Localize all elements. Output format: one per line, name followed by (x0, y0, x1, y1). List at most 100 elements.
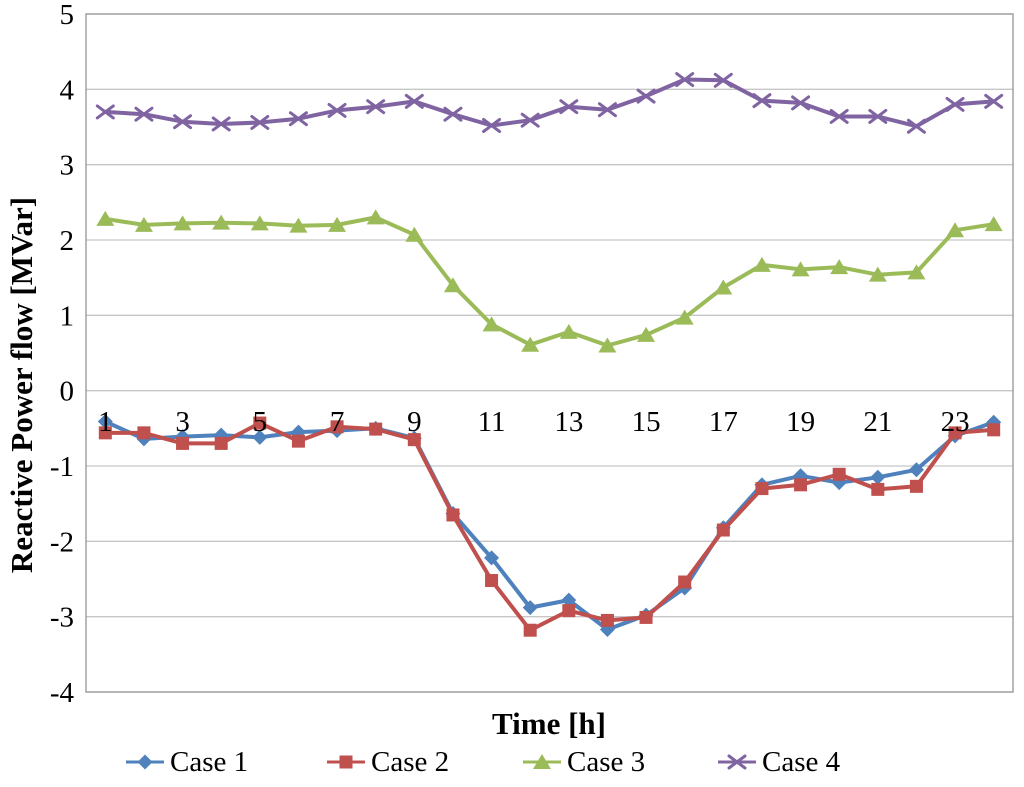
x-axis-title: Time [h] (492, 706, 606, 741)
series-marker-case-2 (832, 467, 846, 481)
series-marker-case-2 (794, 478, 808, 492)
series-marker-case-1 (870, 469, 886, 485)
legend-item-case-1: Case 1 (125, 744, 248, 780)
series-marker-case-4 (675, 72, 695, 88)
series-marker-case-4 (597, 102, 617, 118)
series-marker-case-3 (289, 217, 308, 233)
legend-item-case-4: Case 4 (717, 744, 840, 780)
y-tick-label: -3 (50, 602, 74, 634)
series-marker-case-3 (791, 261, 810, 277)
series-marker-case-2 (253, 416, 267, 430)
series-marker-case-2 (214, 436, 228, 450)
series-marker-case-3 (830, 259, 849, 275)
series-marker-case-3 (96, 210, 115, 226)
series-marker-case-1 (908, 462, 924, 478)
series-marker-case-4 (250, 114, 270, 130)
series-marker-case-2 (330, 420, 344, 434)
series-marker-case-2 (562, 604, 576, 618)
legend-marker-case-2-square-icon (327, 755, 365, 769)
series-marker-case-2 (600, 613, 614, 627)
series-marker-case-3 (212, 214, 231, 230)
series-marker-case-4 (984, 93, 1004, 109)
legend-marker-case-4-x-icon (718, 754, 756, 770)
legend-item-case-3: Case 3 (522, 744, 645, 780)
series-marker-case-2 (678, 575, 692, 589)
series-marker-case-3 (868, 266, 887, 282)
series-marker-case-3 (675, 309, 694, 325)
series-marker-case-2 (639, 610, 653, 624)
series-marker-case-3 (405, 226, 424, 242)
series-marker-case-3 (984, 216, 1003, 232)
legend-label-case-4: Case 4 (762, 746, 841, 778)
series-marker-case-4 (636, 88, 656, 104)
y-tick-label: 3 (60, 150, 75, 182)
series-marker-case-2 (291, 434, 305, 448)
series-marker-case-4 (713, 72, 733, 88)
series-marker-case-4 (366, 99, 386, 115)
series-marker-case-4 (559, 99, 579, 115)
x-tick-label: 9 (407, 406, 422, 438)
series-lines (95, 72, 1004, 637)
y-tick-label: 0 (60, 376, 75, 408)
series-marker-case-4 (482, 117, 502, 133)
series-marker-case-2 (716, 523, 730, 537)
legend-marker-case-1-diamond-icon (126, 754, 164, 770)
series-marker-case-2 (446, 508, 460, 522)
series-marker-case-4 (520, 112, 540, 128)
x-tick-label: 1 (98, 406, 113, 438)
series-marker-case-3 (559, 323, 578, 339)
legend-glyph (137, 754, 153, 770)
x-tick-label: 15 (632, 406, 661, 438)
series-marker-case-3 (443, 277, 462, 293)
x-tick-label: 3 (175, 406, 190, 438)
series-line-case-2 (103, 421, 996, 633)
series-marker-case-3 (328, 216, 347, 232)
series-marker-case-4 (288, 111, 308, 127)
series-marker-case-4 (134, 106, 154, 122)
series-marker-case-4 (95, 104, 115, 120)
series-marker-case-2 (987, 423, 1001, 437)
x-tick-label: 7 (330, 406, 345, 438)
x-tick-label: 13 (554, 406, 583, 438)
legend-label-case-1: Case 1 (170, 746, 249, 778)
series-marker-case-1 (522, 600, 538, 616)
series-marker-case-4 (791, 95, 811, 111)
x-tick-label: 21 (863, 406, 892, 438)
legend-glyph (533, 754, 551, 769)
series-marker-case-2 (948, 426, 962, 440)
series-marker-case-3 (907, 264, 926, 280)
plot-border (85, 13, 1014, 693)
series-marker-case-1 (484, 550, 500, 566)
series-marker-case-3 (173, 215, 192, 231)
series-marker-case-2 (98, 426, 112, 440)
series-marker-case-4 (404, 93, 424, 109)
series-marker-case-4 (173, 114, 193, 130)
series-marker-case-1 (561, 592, 577, 608)
x-axis-tick-labels: 1 3 5 7 9 11 13 15 17 19 21 23 (98, 406, 970, 438)
y-axis-title: Reactive Power flow [MVar] (4, 197, 39, 573)
series-marker-case-4 (443, 106, 463, 122)
y-tick-label: -1 (50, 451, 74, 483)
series-marker-case-1 (97, 414, 113, 430)
y-tick-label: -4 (50, 677, 75, 709)
series-marker-case-3 (521, 336, 540, 352)
legend-label-case-2: Case 2 (371, 746, 450, 778)
y-tick-label: 4 (60, 74, 75, 106)
legend-marker-case-3-triangle-icon (523, 754, 561, 769)
y-tick-label: 5 (60, 0, 75, 31)
series-marker-case-2 (755, 482, 769, 496)
legend-glyph (727, 754, 747, 770)
series-marker-case-2 (176, 436, 190, 450)
x-tick-label: 5 (253, 406, 268, 438)
series-marker-case-3 (752, 256, 771, 272)
series-marker-case-4 (829, 108, 849, 124)
series-marker-case-3 (366, 209, 385, 225)
series-marker-case-2 (485, 574, 499, 588)
legend-label-case-3: Case 3 (567, 746, 646, 778)
series-marker-case-1 (252, 429, 268, 445)
series-marker-case-3 (134, 216, 153, 232)
legend-glyph (339, 755, 353, 769)
series-marker-case-3 (482, 316, 501, 332)
